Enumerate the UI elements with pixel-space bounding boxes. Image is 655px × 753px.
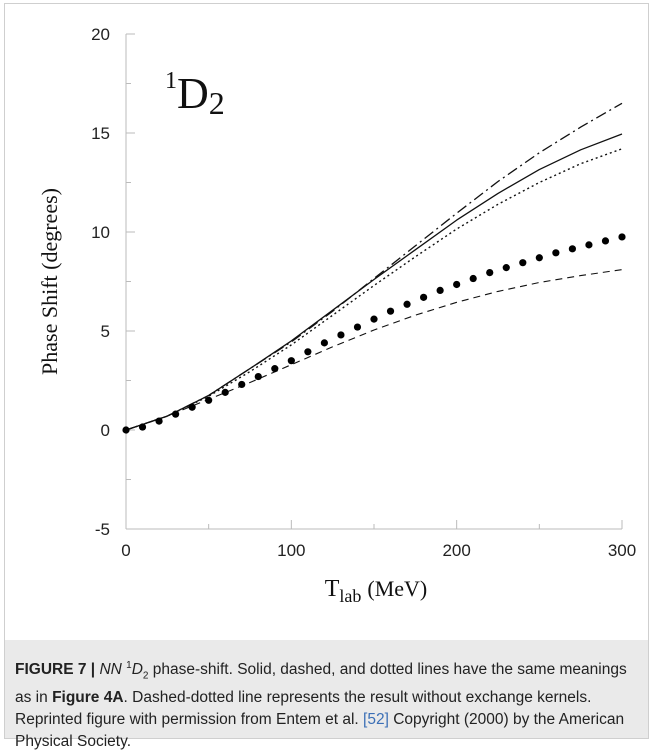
data-point: [370, 315, 378, 323]
y-tick-label: -5: [95, 520, 110, 539]
data-point: [337, 331, 345, 339]
data-point: [618, 233, 626, 241]
data-point: [172, 410, 180, 418]
x-tick-label: 0: [121, 541, 130, 560]
caption-figure-label: FIGURE 7 |: [15, 661, 96, 679]
y-tick-label: 15: [91, 124, 110, 143]
data-point: [420, 293, 428, 301]
data-point: [304, 348, 312, 356]
series-line-dash-dot: [125, 102, 623, 431]
data-point: [502, 264, 510, 272]
panel-label-sub: 2: [209, 85, 225, 121]
series-line-solid: [125, 133, 623, 431]
series-line-dashed: [125, 269, 623, 431]
data-point: [155, 417, 163, 425]
y-axis-label: Phase Shift (degrees): [37, 188, 62, 375]
data-point: [287, 357, 295, 365]
caption-citation-link[interactable]: [52]: [363, 711, 389, 729]
data-point: [138, 423, 147, 431]
panel-label: 1D2: [165, 68, 225, 121]
x-tick-label: 100: [277, 541, 305, 560]
x-axis-label-main: T: [325, 576, 340, 602]
x-axis-label-sub: lab: [339, 586, 361, 606]
y-tick-label: 0: [101, 421, 110, 440]
panel-label-prefix: 1: [165, 68, 177, 94]
x-axis-label-unit: (MeV): [367, 576, 427, 601]
caption-d: D: [131, 661, 143, 679]
data-point: [469, 274, 477, 283]
data-point: [486, 268, 494, 277]
data-point: [122, 426, 130, 434]
data-point: [436, 286, 444, 295]
series-line-dotted: [125, 148, 623, 431]
caption-text-2: . Dashed-dotted line represents the resu…: [15, 689, 592, 729]
data-point: [601, 237, 610, 245]
data-point: [552, 249, 560, 257]
data-point: [254, 372, 262, 381]
data-point: [188, 403, 196, 411]
data-point: [238, 380, 246, 389]
data-point: [386, 307, 395, 315]
caption-figure-ref: Figure 4A: [52, 689, 124, 707]
panel-label-main: D: [177, 69, 209, 118]
data-point: [453, 280, 461, 289]
caption-sup: 1: [126, 660, 132, 671]
figure-caption: FIGURE 7 | NN 1D2 phase-shift. Solid, da…: [5, 640, 648, 750]
data-point: [353, 323, 362, 331]
caption-text-1: phase-shift. Solid, dashed, and dotted l…: [15, 661, 627, 707]
x-tick-label: 200: [442, 541, 470, 560]
y-tick-label: 10: [91, 223, 110, 242]
caption-nn: NN: [99, 661, 122, 679]
x-axis-label: Tlab (MeV): [325, 576, 428, 606]
data-point: [271, 365, 279, 373]
data-point: [221, 388, 229, 396]
y-tick-label: 5: [101, 322, 110, 341]
caption-dsub: 2: [142, 670, 149, 682]
y-tick-label: 20: [91, 25, 110, 44]
data-point: [205, 396, 213, 404]
figure-container: -5 0 5 10 15 20 0 100 200 300 1D2 Phase Shift (degr…: [4, 3, 649, 750]
x-tick-label: 300: [608, 541, 636, 560]
data-point: [585, 241, 593, 249]
data-point: [519, 259, 527, 267]
data-point: [568, 245, 577, 253]
data-point: [535, 254, 543, 262]
data-point: [403, 300, 411, 308]
data-point: [320, 339, 328, 347]
